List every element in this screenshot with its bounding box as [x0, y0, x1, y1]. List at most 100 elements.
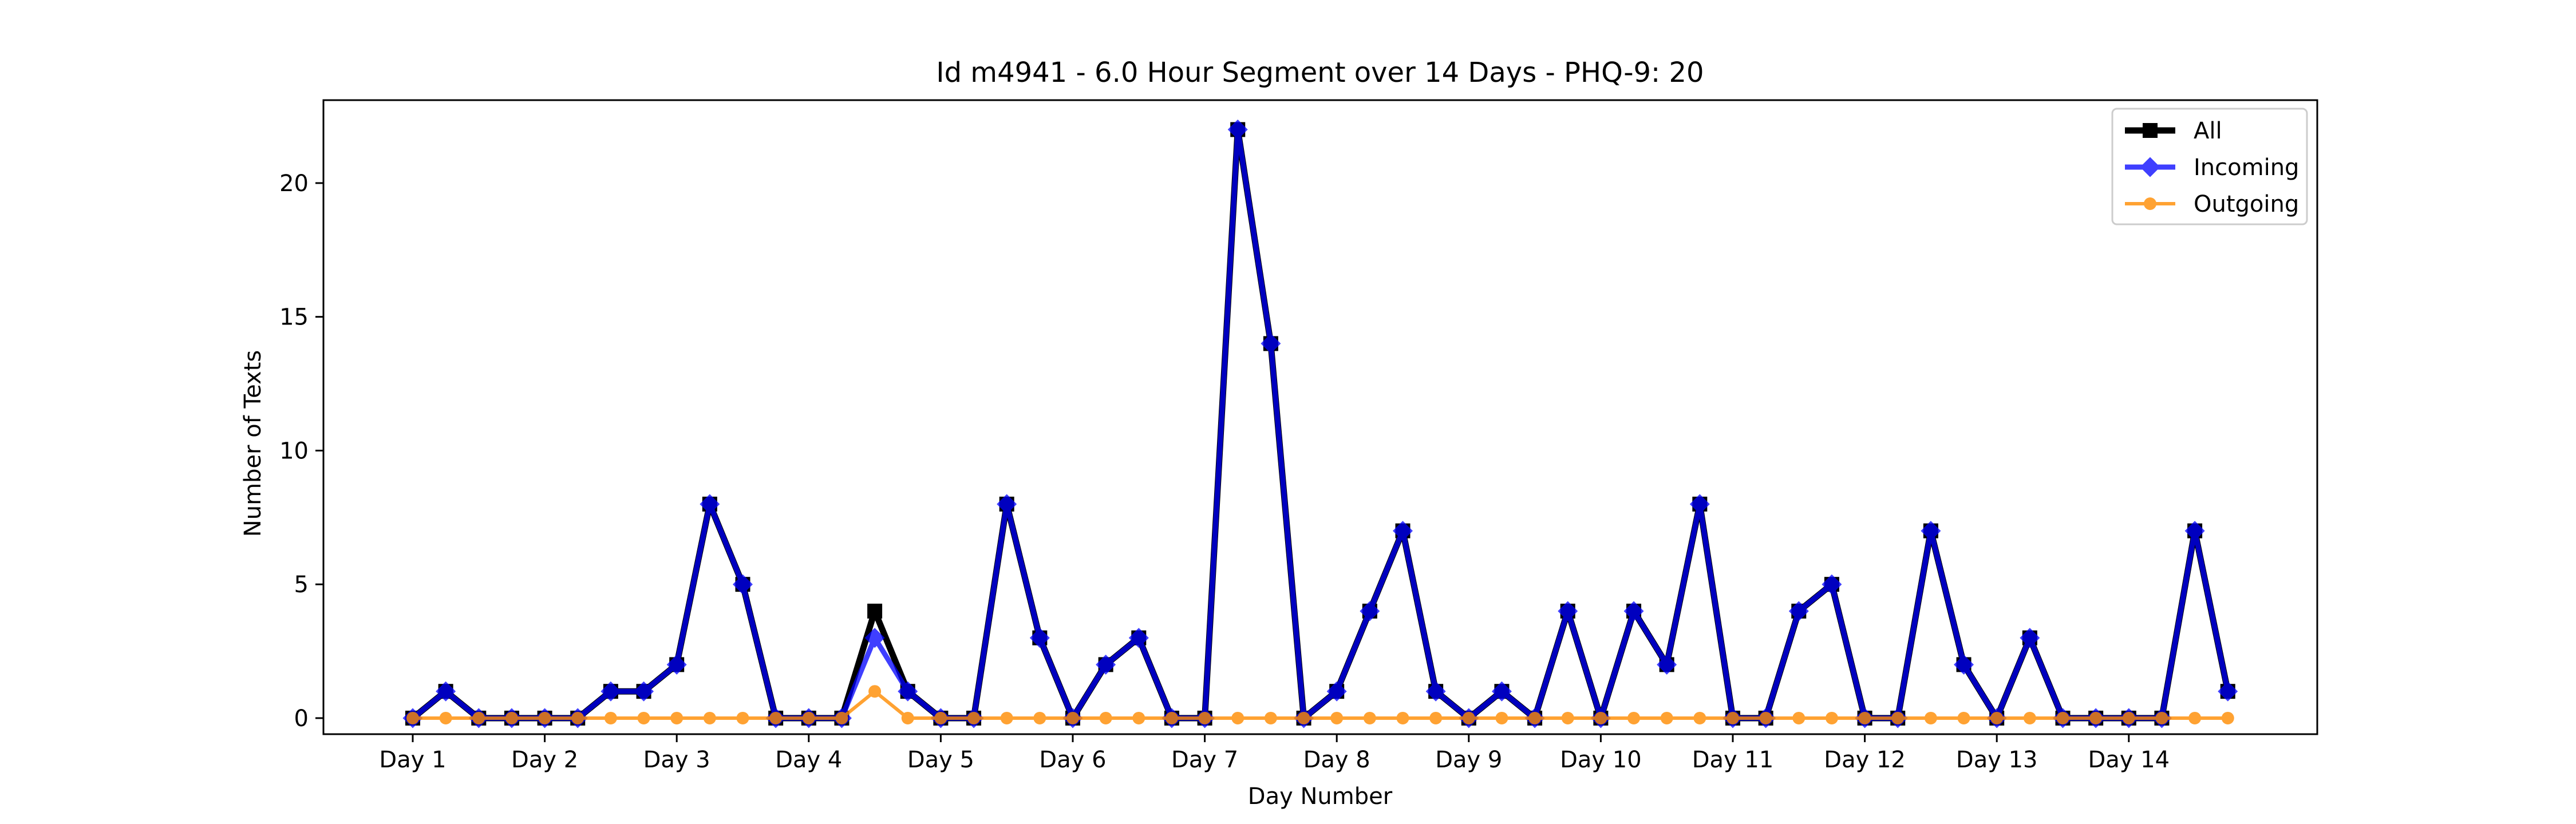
data-point-outgoing	[1297, 711, 1310, 724]
data-point-incoming	[2218, 681, 2238, 702]
data-point-incoming	[1326, 681, 1347, 702]
data-point-outgoing	[1363, 711, 1376, 724]
legend-label: Outgoing	[2194, 191, 2299, 217]
data-point-outgoing	[604, 711, 617, 724]
data-point-incoming	[1558, 601, 1578, 621]
data-point-incoming	[864, 628, 885, 648]
data-point-outgoing	[1000, 711, 1013, 724]
legend-box	[2111, 108, 2308, 225]
legend-marker	[2140, 157, 2160, 177]
data-point-outgoing	[2188, 711, 2202, 724]
data-point-outgoing	[1891, 711, 1905, 724]
data-point-incoming	[2184, 521, 2205, 541]
x-tick-label: Day 5	[907, 747, 974, 773]
data-point-outgoing	[1957, 711, 1970, 724]
data-point-incoming	[1360, 601, 1380, 621]
legend-item-incoming	[2125, 157, 2175, 177]
data-point-outgoing	[1528, 711, 1542, 724]
data-point-incoming	[1029, 628, 1050, 648]
data-point-outgoing	[2221, 711, 2234, 724]
data-point-outgoing	[703, 711, 716, 724]
data-point-outgoing	[1264, 711, 1277, 724]
data-point-outgoing	[1825, 711, 1838, 724]
data-point-incoming	[1227, 119, 1248, 140]
data-point-incoming	[1623, 601, 1644, 621]
data-point-outgoing	[1924, 711, 1937, 724]
legend-label: Incoming	[2194, 154, 2299, 181]
data-point-incoming	[1425, 681, 1446, 702]
data-point-incoming	[1491, 681, 1512, 702]
data-point-outgoing	[1495, 711, 1508, 724]
data-point-incoming	[436, 681, 456, 702]
data-point-outgoing	[1990, 711, 2004, 724]
data-point-outgoing	[1231, 711, 1244, 724]
x-tick-label: Day 8	[1303, 747, 1370, 773]
data-point-outgoing	[1726, 711, 1739, 724]
data-point-outgoing	[406, 711, 419, 724]
data-point-incoming	[1788, 601, 1809, 621]
legend-item-outgoing	[2125, 197, 2175, 210]
data-point-incoming	[1954, 654, 1974, 675]
data-point-outgoing	[2089, 711, 2103, 724]
data-point-outgoing	[967, 711, 981, 724]
y-tick-label: 10	[279, 438, 309, 464]
y-tick-label: 0	[294, 706, 309, 732]
data-point-incoming	[600, 681, 621, 702]
series-incoming	[402, 119, 2238, 728]
data-point-incoming	[1689, 494, 1710, 514]
y-tick-label: 5	[294, 572, 309, 598]
axis-ticks: 0 5 10 15 20 Day 1 Day 2 Day 3 Day 4 Day 5 Day 6 Da…	[279, 171, 2170, 773]
data-point-outgoing	[1627, 711, 1641, 724]
data-point-outgoing	[1165, 711, 1178, 724]
data-point-outgoing	[1561, 711, 1574, 724]
legend: All Incoming Outgoing	[2111, 108, 2308, 225]
data-point-outgoing	[505, 711, 518, 724]
data-point-incoming	[997, 494, 1017, 514]
x-tick-label: Day 14	[2088, 747, 2170, 773]
data-point-outgoing	[1462, 711, 1475, 724]
data-point-outgoing	[1693, 711, 1706, 724]
data-point-outgoing	[439, 711, 452, 724]
plot-series	[402, 119, 2238, 728]
x-tick-label: Day 7	[1171, 747, 1238, 773]
x-tick-label: Day 2	[511, 747, 578, 773]
x-tick-label: Day 3	[643, 747, 710, 773]
data-point-incoming	[2020, 628, 2040, 648]
data-point-outgoing	[1759, 711, 1772, 724]
x-tick-label: Day 12	[1824, 747, 1906, 773]
series-line-incoming	[411, 126, 2231, 721]
data-point-outgoing	[670, 711, 683, 724]
plot-frame	[322, 99, 2318, 735]
x-tick-label: Day 10	[1560, 747, 1642, 773]
data-point-outgoing	[1396, 711, 1409, 724]
data-point-outgoing	[1594, 711, 1607, 724]
data-point-outgoing	[2122, 711, 2135, 724]
data-point-incoming	[1128, 628, 1149, 648]
data-point-outgoing	[472, 711, 485, 724]
x-tick-label: Day 1	[379, 747, 446, 773]
data-point-outgoing	[1198, 711, 1211, 724]
x-tick-label: Day 11	[1692, 747, 1774, 773]
legend-marker	[2143, 123, 2158, 138]
data-point-incoming	[1096, 654, 1116, 675]
data-point-outgoing	[901, 711, 914, 724]
data-point-incoming	[1261, 333, 1281, 354]
x-axis-label: Day Number	[1248, 783, 1393, 810]
data-point-outgoing	[736, 711, 749, 724]
x-tick-label: Day 4	[775, 747, 842, 773]
data-point-outgoing	[802, 711, 815, 724]
data-point-outgoing	[2155, 711, 2168, 724]
data-point-incoming	[700, 494, 720, 514]
y-axis-label: Number of Texts	[240, 350, 266, 537]
data-point-outgoing	[637, 711, 650, 724]
y-tick-label: 20	[279, 171, 309, 197]
legend-item-all	[2125, 123, 2175, 138]
x-tick-label: Day 6	[1039, 747, 1106, 773]
data-point-outgoing	[2056, 711, 2069, 724]
data-point-incoming	[634, 681, 654, 702]
data-point-outgoing	[538, 711, 551, 724]
chart-title: Id m4941 - 6.0 Hour Segment over 14 Days…	[936, 57, 1704, 89]
data-point-outgoing	[934, 711, 947, 724]
data-point-outgoing	[1066, 711, 1079, 724]
